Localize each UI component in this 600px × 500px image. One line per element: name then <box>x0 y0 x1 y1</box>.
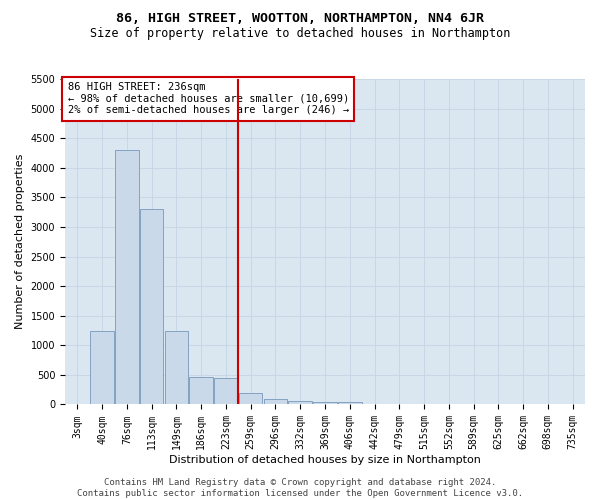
Bar <box>214 378 238 404</box>
Text: Size of property relative to detached houses in Northampton: Size of property relative to detached ho… <box>90 28 510 40</box>
Bar <box>164 330 188 404</box>
Bar <box>289 401 312 404</box>
Text: 86 HIGH STREET: 236sqm
← 98% of detached houses are smaller (10,699)
2% of semi-: 86 HIGH STREET: 236sqm ← 98% of detached… <box>68 82 349 116</box>
Bar <box>115 150 139 405</box>
Bar <box>91 330 114 404</box>
Y-axis label: Number of detached properties: Number of detached properties <box>15 154 25 330</box>
Bar <box>264 398 287 404</box>
Text: 86, HIGH STREET, WOOTTON, NORTHAMPTON, NN4 6JR: 86, HIGH STREET, WOOTTON, NORTHAMPTON, N… <box>116 12 484 26</box>
Bar <box>313 402 337 404</box>
Bar <box>140 209 163 404</box>
Text: Contains HM Land Registry data © Crown copyright and database right 2024.
Contai: Contains HM Land Registry data © Crown c… <box>77 478 523 498</box>
Bar <box>338 402 362 404</box>
Bar <box>190 378 213 404</box>
Bar <box>239 392 262 404</box>
X-axis label: Distribution of detached houses by size in Northampton: Distribution of detached houses by size … <box>169 455 481 465</box>
